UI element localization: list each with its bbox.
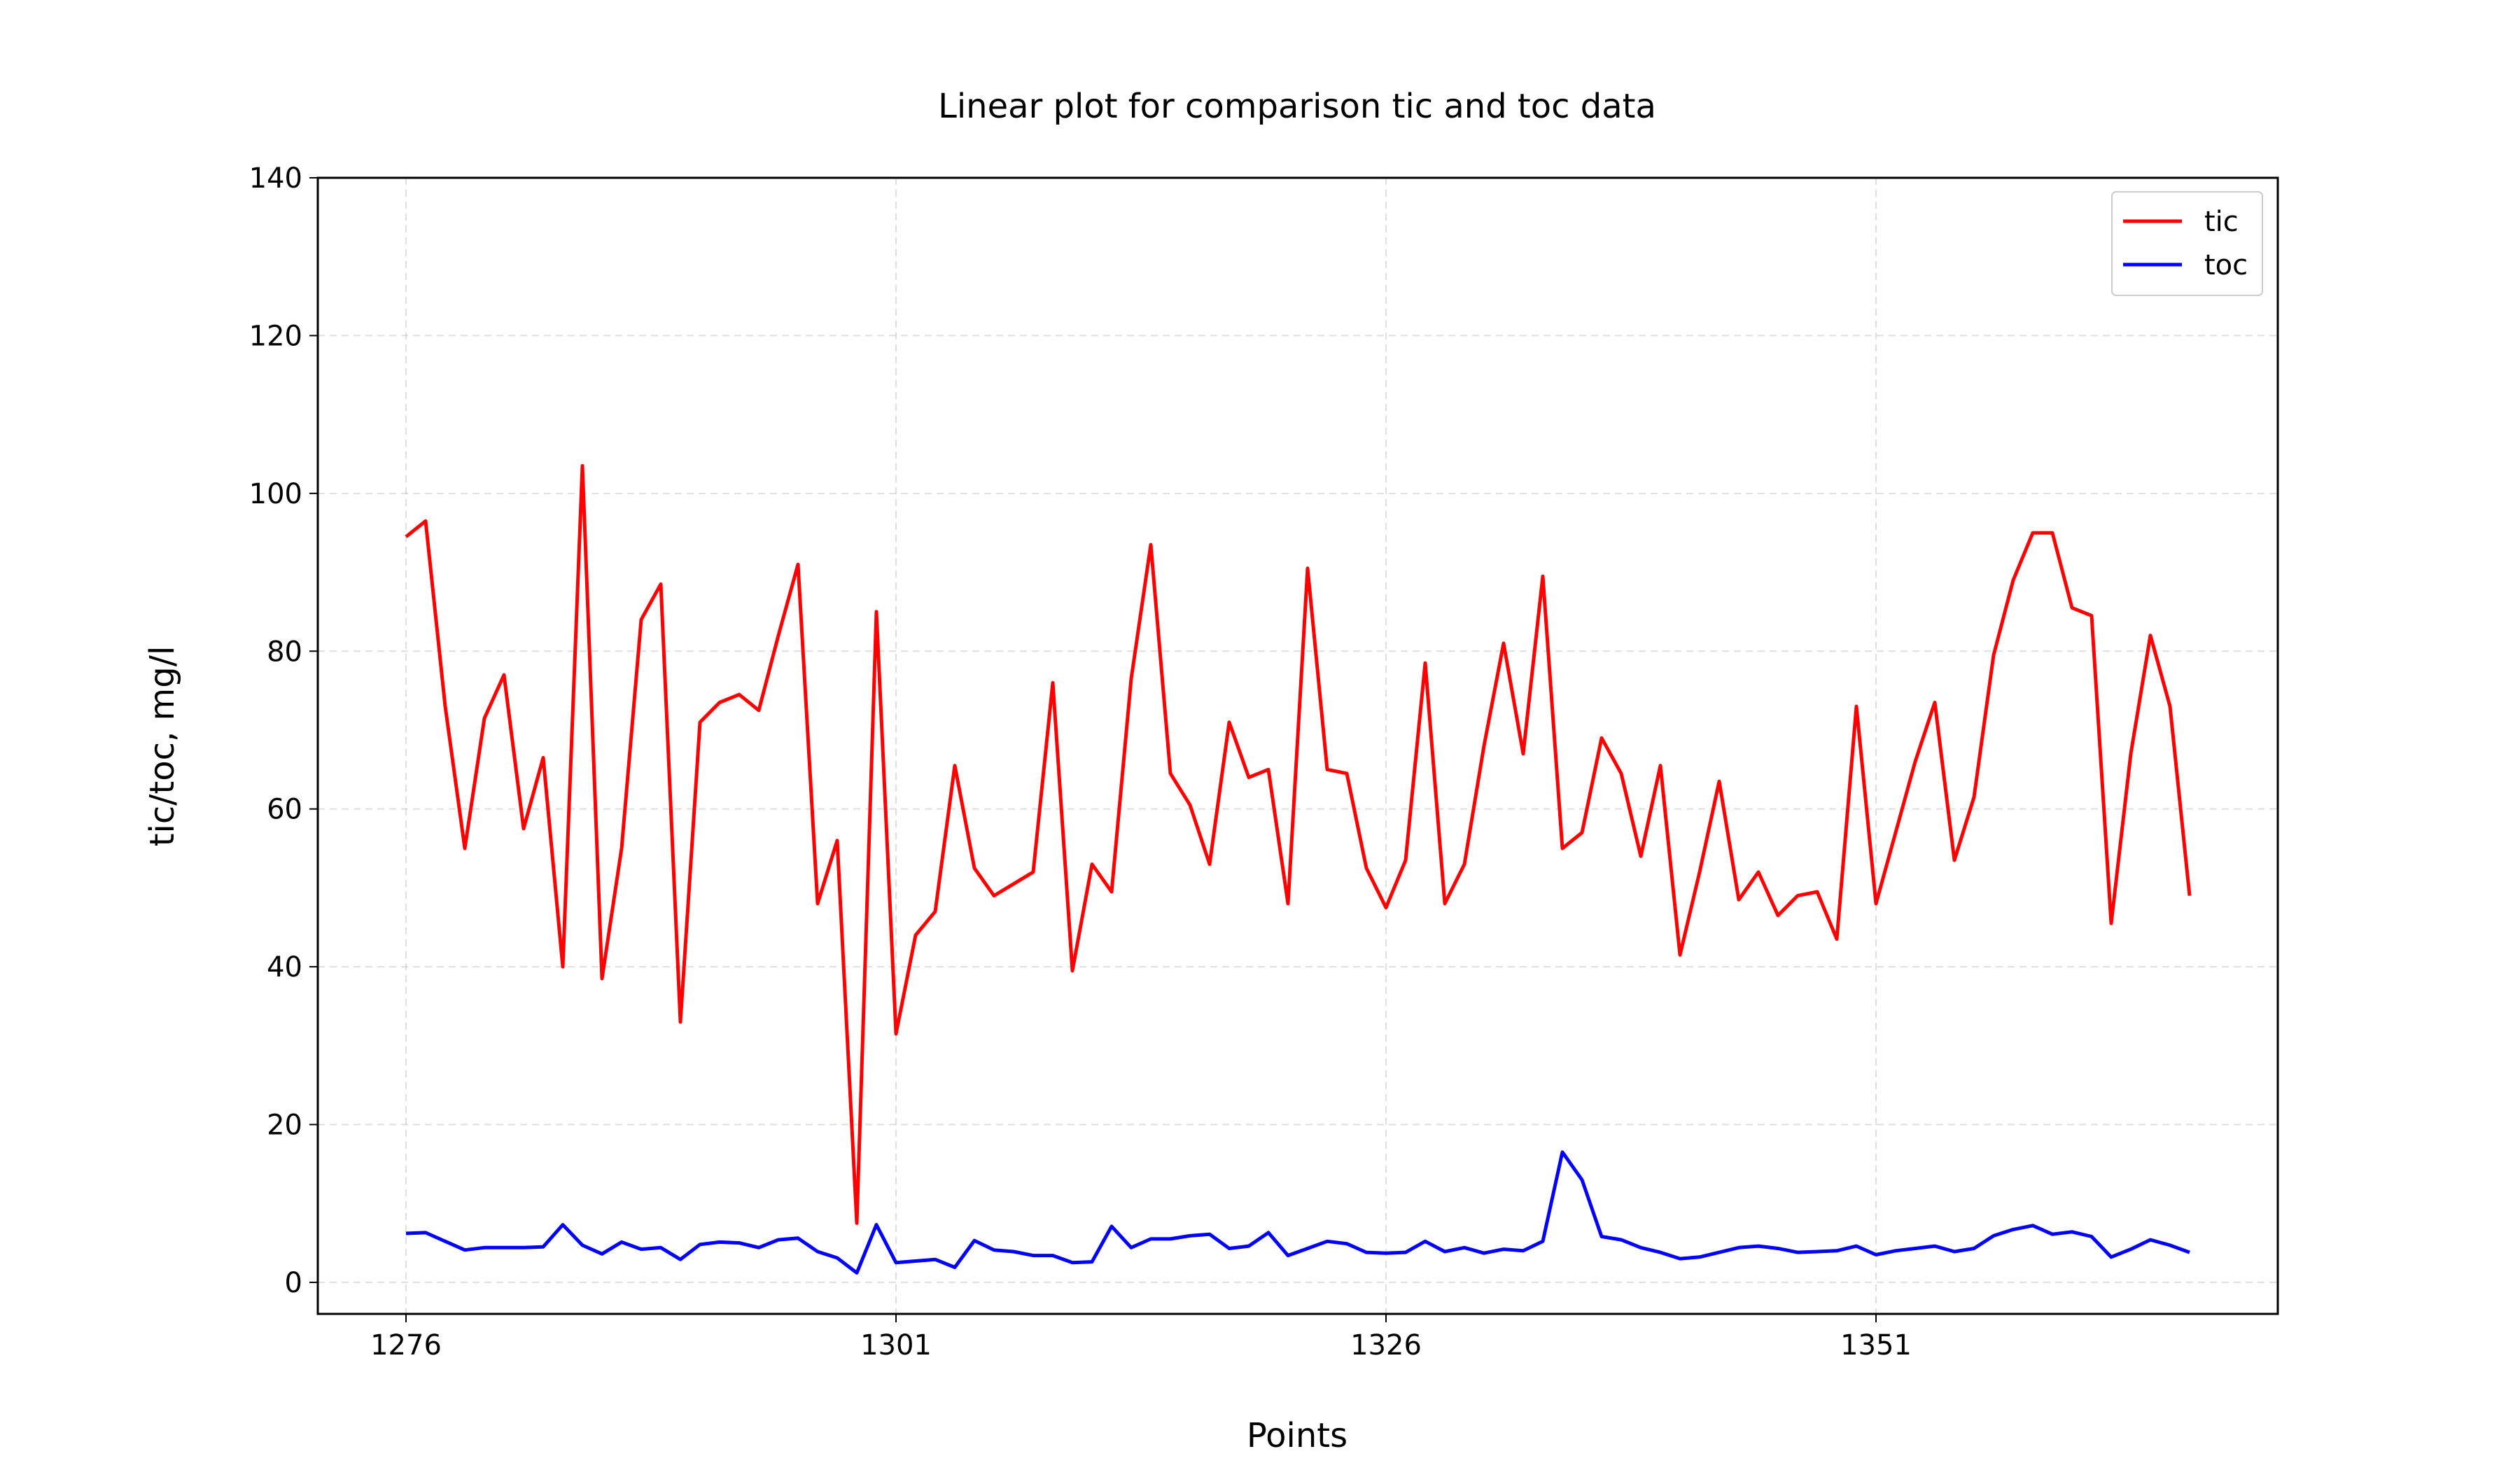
legend-label-toc: toc — [2204, 249, 2248, 281]
ticks: 0 20 40 60 80 100 120 140 1276 1301 1326 1351 — [249, 162, 1912, 1362]
plot-frame — [316, 176, 2279, 1315]
y-tick-label: 100 — [249, 478, 302, 510]
x-tick-label: 1301 — [860, 1329, 932, 1362]
legend-label-tic: tic — [2204, 206, 2239, 238]
x-tick-label: 1351 — [1840, 1329, 1912, 1362]
x-tick-label: 1326 — [1350, 1329, 1422, 1362]
y-tick-label: 60 — [267, 794, 302, 826]
series-line-toc — [405, 1150, 2190, 1275]
series-layer — [405, 463, 2192, 1275]
y-tick-label: 0 — [285, 1267, 302, 1299]
legend: tic toc — [2111, 191, 2263, 296]
legend-box — [2111, 191, 2263, 296]
y-tick-label: 120 — [249, 320, 302, 352]
y-tick-label: 140 — [249, 162, 302, 195]
y-tick-label: 40 — [267, 951, 302, 983]
y-axis-label: tic/toc, mg/l — [143, 646, 182, 847]
y-tick-label: 20 — [267, 1110, 302, 1142]
x-axis-label: Points — [1247, 1416, 1348, 1455]
chart-title: Linear plot for comparison tic and toc d… — [938, 87, 1656, 126]
x-tick-label: 1276 — [370, 1329, 442, 1362]
series-line-tic — [405, 463, 2192, 1225]
y-tick-label: 80 — [267, 636, 302, 668]
